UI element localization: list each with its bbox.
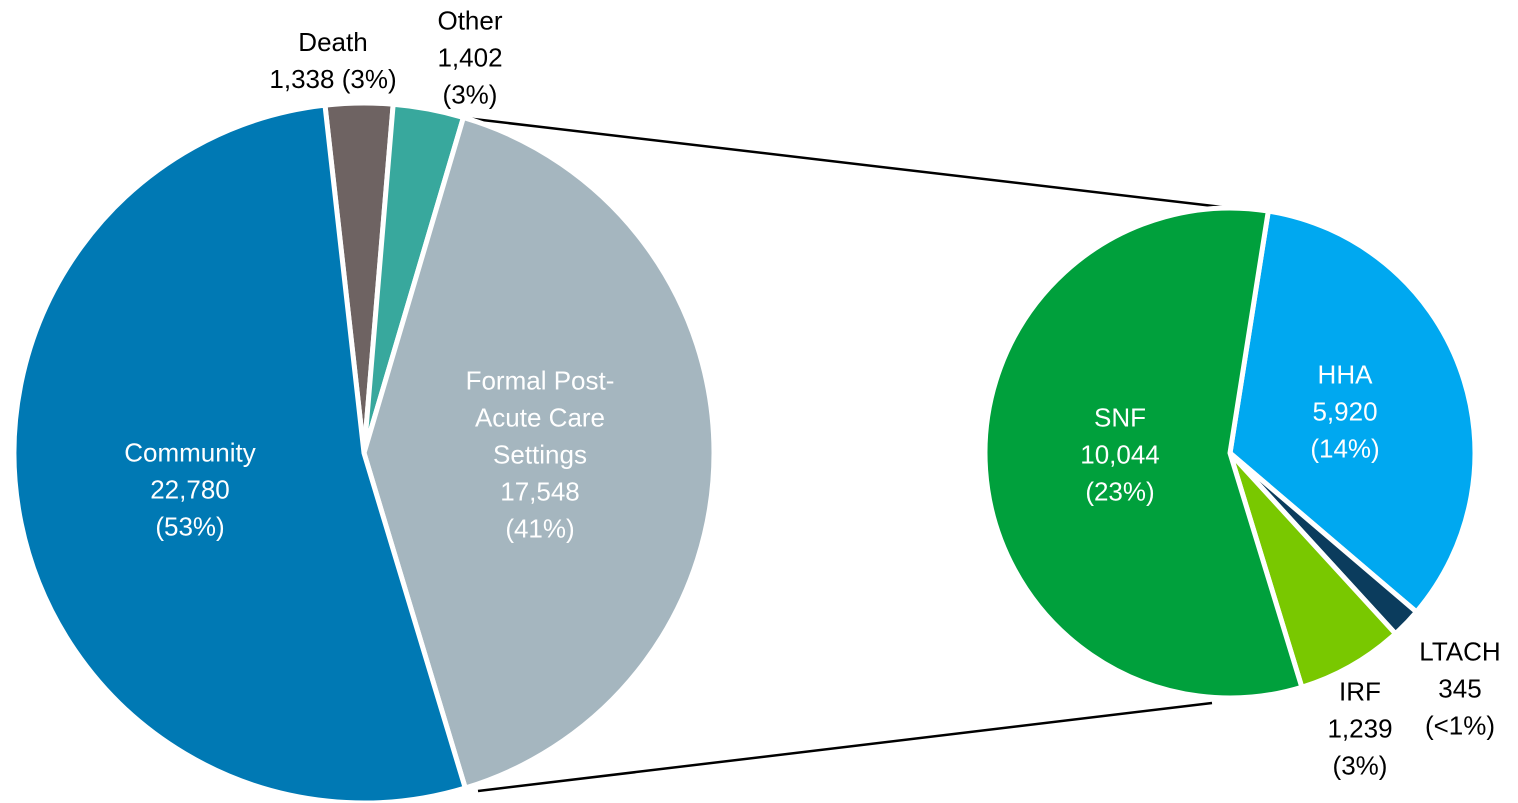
data-label: SNF 10,044 (23%)	[1080, 400, 1160, 511]
value-label: 10,044	[1080, 439, 1160, 470]
data-label: Formal Post-Acute Care Settings 17,548 (41…	[440, 363, 640, 548]
value-label: 22,780	[150, 474, 230, 505]
percent-label: (3%)	[442, 79, 498, 110]
percent-label: (53%)	[155, 511, 225, 542]
percent-label: (23%)	[1085, 476, 1155, 507]
category-label: Community	[124, 437, 256, 468]
pie-slice	[361, 114, 717, 791]
percent-label: (14%)	[1310, 433, 1380, 464]
percent-label: (3%)	[1332, 750, 1388, 781]
data-label: Community 22,780 (53%)	[124, 435, 255, 546]
category-label: Other	[437, 5, 503, 36]
value-label: 1,239	[1327, 713, 1393, 744]
category-label: SNF	[1094, 402, 1146, 433]
data-label: Death 1,338 (3%)	[269, 24, 396, 98]
percent-label: (3%)	[341, 64, 397, 94]
category-label: Death	[298, 27, 368, 57]
pie-slice	[11, 102, 468, 803]
percent-label: (41%)	[505, 513, 575, 544]
category-label: HHA	[1317, 359, 1373, 390]
value-label: 5,920	[1312, 396, 1378, 427]
connector-line	[464, 116, 1223, 209]
data-label: HHA 5,920 (14%)	[1310, 357, 1379, 468]
value-label: 1,402	[437, 42, 503, 73]
value-line: 1,338 (3%)	[269, 61, 396, 98]
category-label: Formal Post-Acute Care Settings	[465, 365, 615, 470]
pie-slice	[982, 205, 1305, 701]
pie-slice	[1227, 208, 1478, 615]
data-label: IRF 1,239 (3%)	[1327, 674, 1392, 785]
data-label: Other 1,402 (3%)	[437, 3, 502, 114]
category-label: LTACH	[1419, 636, 1501, 667]
data-label: LTACH 345 (<1%)	[1419, 634, 1500, 745]
value-label: 1,338	[269, 64, 335, 94]
category-label: IRF	[1339, 676, 1381, 707]
value-label: 17,548	[500, 476, 580, 507]
percent-label: (<1%)	[1424, 710, 1496, 741]
connector-line	[477, 701, 1213, 793]
value-label: 345	[1438, 673, 1482, 704]
